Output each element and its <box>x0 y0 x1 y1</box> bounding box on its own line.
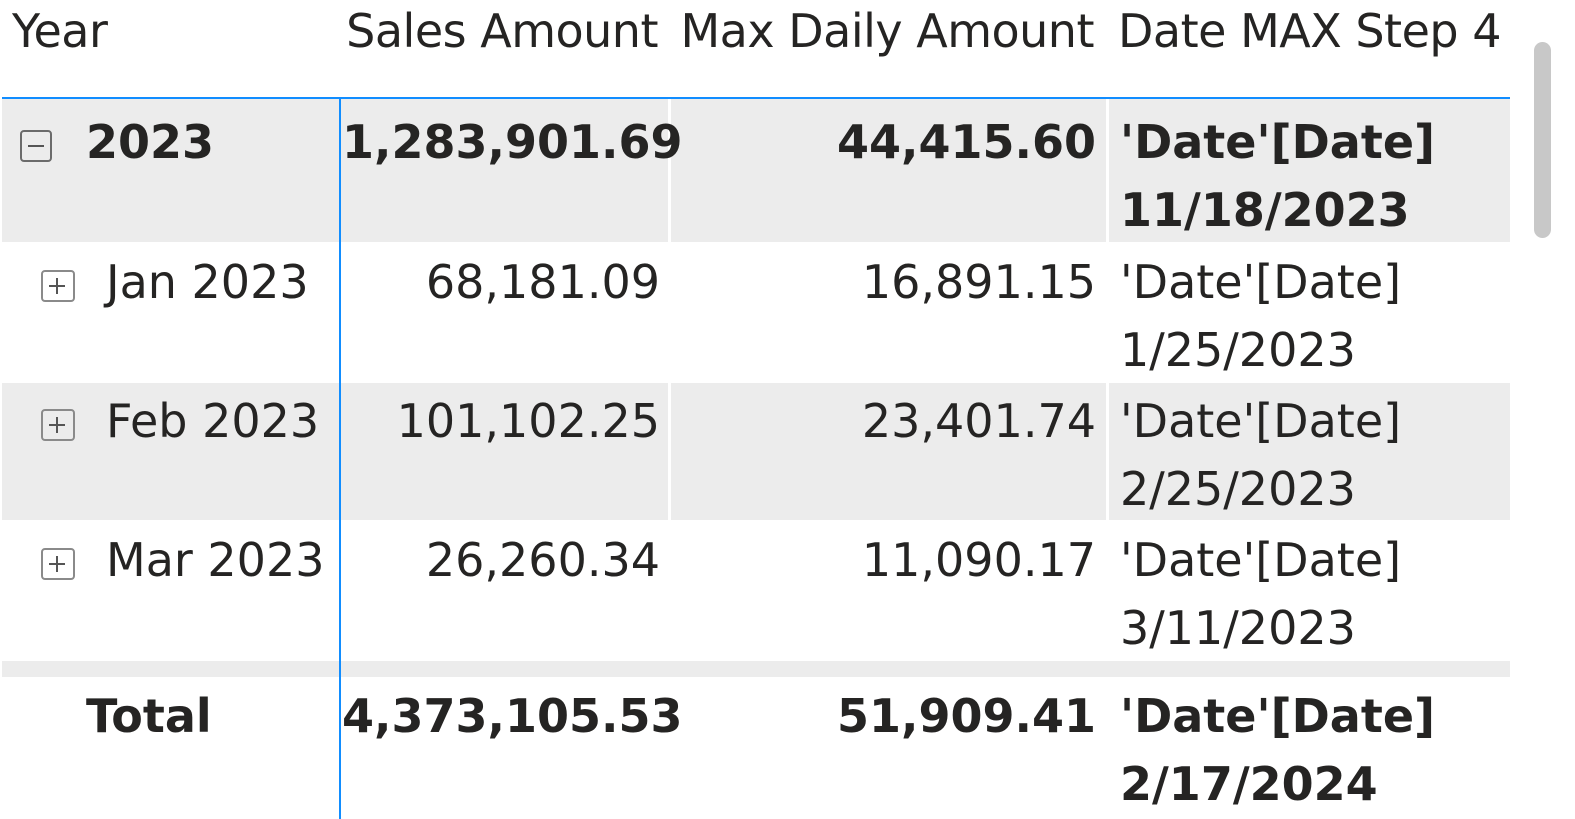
row-band-2023 <box>2 99 1510 242</box>
column-header-year[interactable]: Year <box>12 4 108 58</box>
column-header-sales-amount[interactable]: Sales Amount <box>346 4 658 58</box>
collapse-icon[interactable] <box>20 130 52 162</box>
cell-date-max-line2: 11/18/2023 <box>1120 183 1410 237</box>
cell-max-daily-amount: 23,401.74 <box>861 394 1096 448</box>
cell-date-max-line2: 1/25/2023 <box>1120 323 1356 377</box>
cell-max-daily-amount: 44,415.60 <box>837 115 1096 169</box>
total-max-daily-amount: 51,909.41 <box>837 689 1096 743</box>
vertical-scrollbar[interactable] <box>1534 42 1551 238</box>
row-label: 2023 <box>86 115 215 169</box>
expand-icon[interactable] <box>41 548 75 580</box>
cell-max-daily-amount: 11,090.17 <box>861 533 1096 587</box>
cell-sales-amount: 26,260.34 <box>425 533 660 587</box>
expand-icon[interactable] <box>41 409 75 441</box>
cell-separator <box>668 99 671 242</box>
total-sales-amount: 4,373,105.53 <box>342 689 683 743</box>
row-header-divider <box>339 99 341 819</box>
cell-date-max-line2: 2/25/2023 <box>1120 462 1356 516</box>
total-date-max-line2: 2/17/2024 <box>1120 757 1378 811</box>
matrix-visual: Year Sales Amount Max Daily Amount Date … <box>2 4 1510 819</box>
cell-date-max-line1: 'Date'[Date] <box>1120 255 1402 309</box>
expand-icon[interactable] <box>41 270 75 302</box>
cell-date-max-line1: 'Date'[Date] <box>1120 115 1436 169</box>
cell-sales-amount: 101,102.25 <box>396 394 660 448</box>
row-label: Feb 2023 <box>106 394 320 448</box>
cell-sales-amount: 1,283,901.69 <box>342 115 683 169</box>
cell-date-max-line1: 'Date'[Date] <box>1120 394 1402 448</box>
row-label: Mar 2023 <box>106 533 325 587</box>
column-header-max-daily-amount[interactable]: Max Daily Amount <box>680 4 1094 58</box>
row-band-feb-2023 <box>2 383 1510 520</box>
cell-separator <box>668 383 671 520</box>
cell-date-max-line2: 3/11/2023 <box>1120 601 1356 655</box>
cell-separator <box>1106 99 1109 242</box>
total-date-max-line1: 'Date'[Date] <box>1120 689 1436 743</box>
cell-date-max-line1: 'Date'[Date] <box>1120 533 1402 587</box>
cell-sales-amount: 68,181.09 <box>425 255 660 309</box>
column-header-date-max-step-4[interactable]: Date MAX Step 4 <box>1118 4 1501 58</box>
cell-max-daily-amount: 16,891.15 <box>861 255 1096 309</box>
row-label: Jan 2023 <box>106 255 309 309</box>
cell-separator <box>1106 383 1109 520</box>
header-divider <box>2 97 1510 99</box>
total-separator <box>2 661 1510 677</box>
total-label: Total <box>86 689 212 743</box>
